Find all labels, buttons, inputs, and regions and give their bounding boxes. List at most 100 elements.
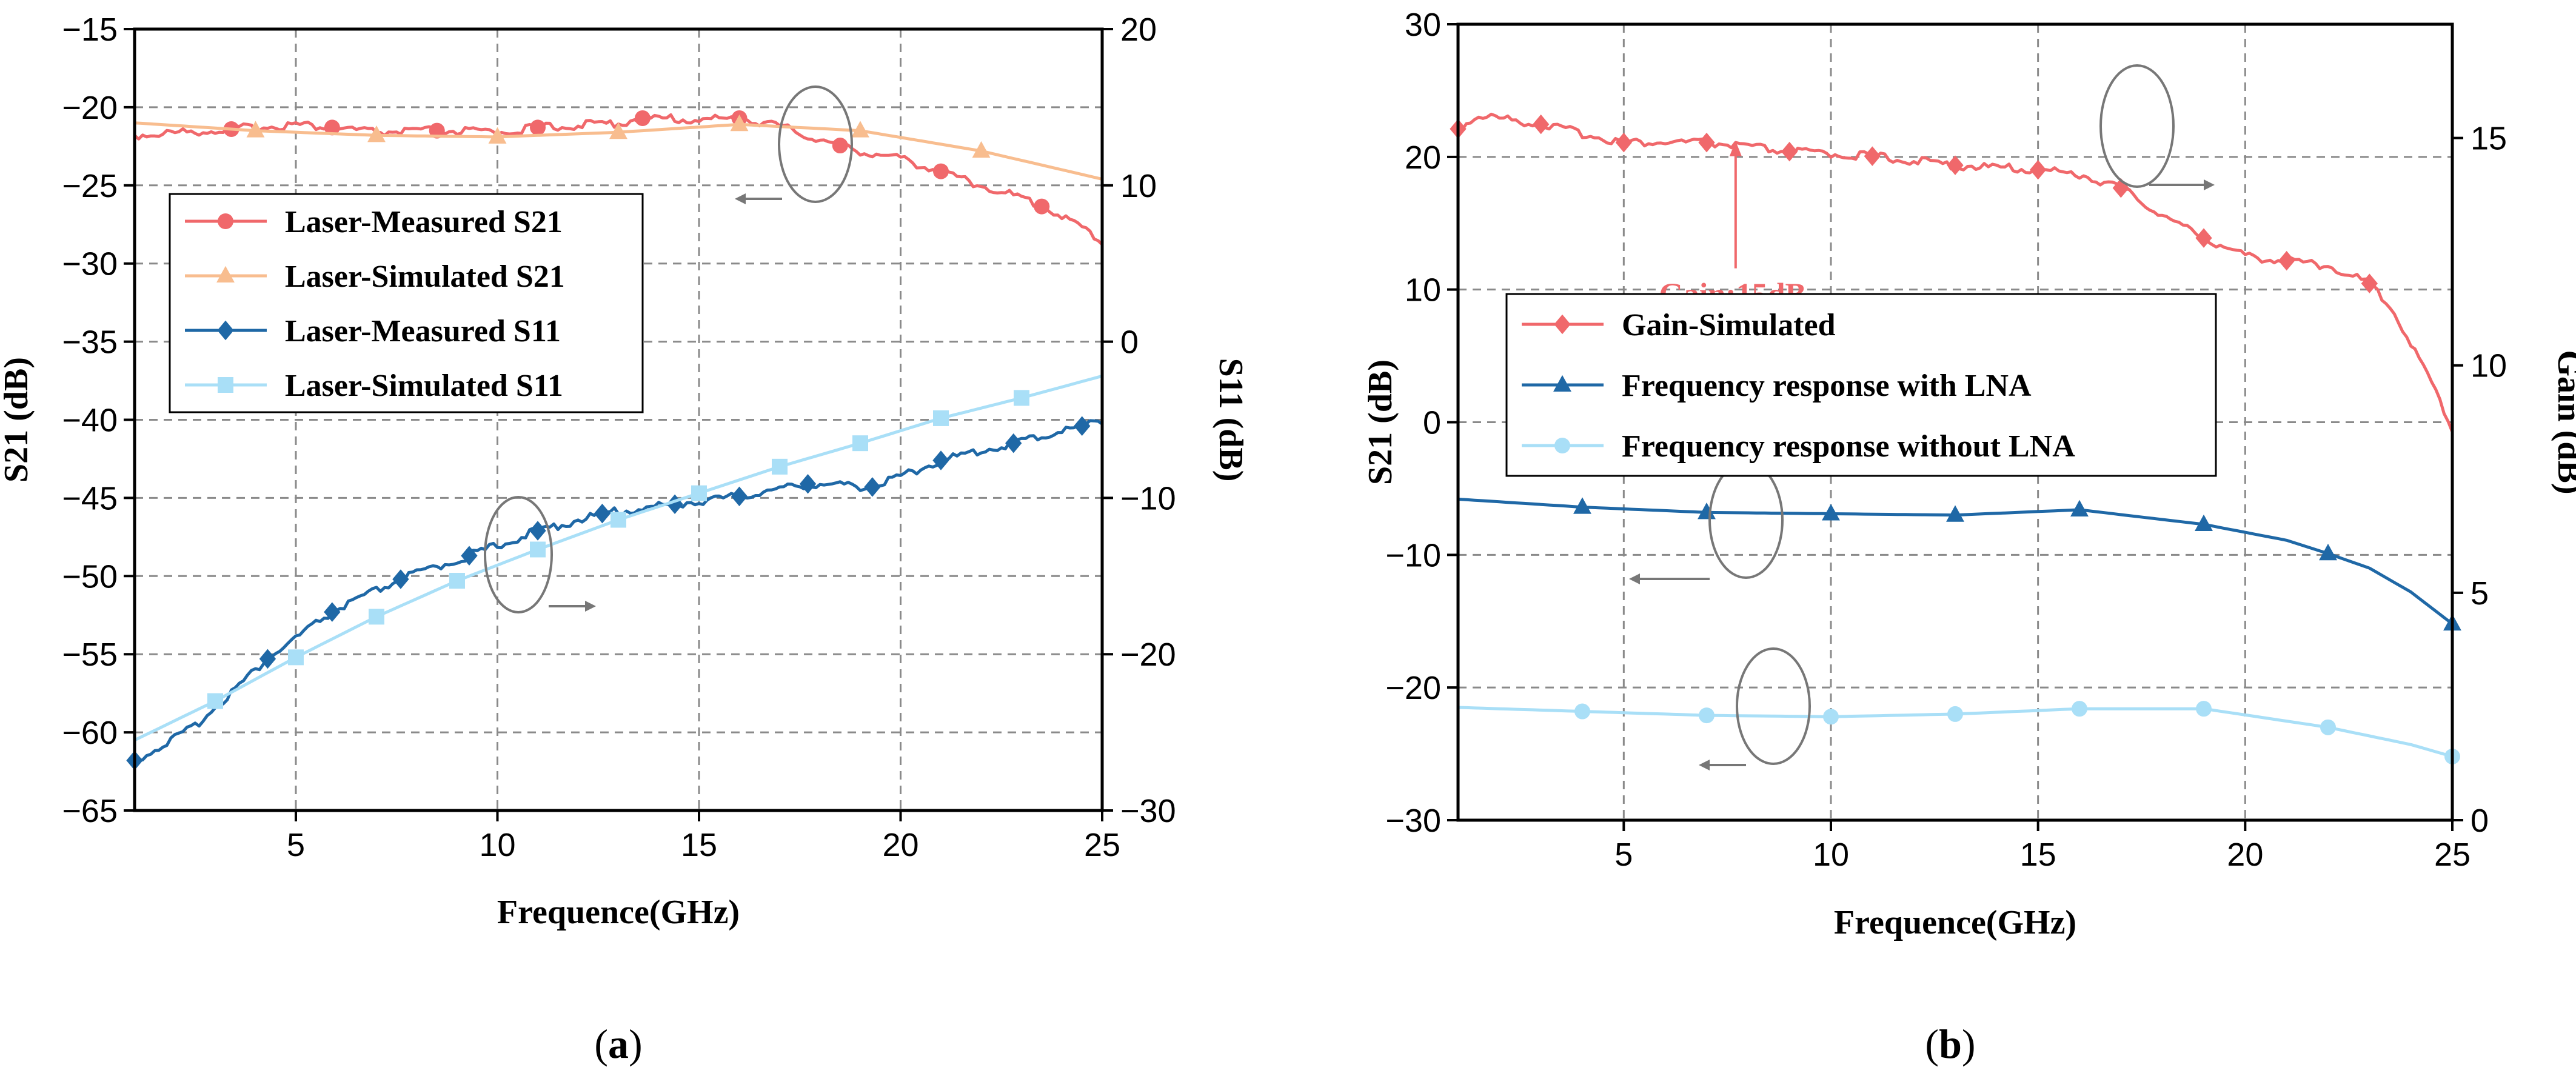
y-tick-label-left: 10 [1405, 272, 1441, 309]
series-marker [852, 435, 868, 452]
y-axis-label-left-a: S21 (dB) [0, 357, 35, 483]
legend-marker [1554, 438, 1570, 453]
series-marker [972, 141, 991, 158]
legend-marker [216, 266, 235, 283]
axis-indicator-ellipse [778, 85, 853, 203]
ticks-b: 5 10 15 20 25 30 20 10 0 −10 −20 −30 15 10 5 0 [1385, 7, 2507, 873]
legend-entry: Laser-Simulated S11 [285, 369, 563, 403]
series-marker [851, 121, 869, 138]
x-tick-label: 25 [2434, 837, 2471, 873]
series-marker [1074, 416, 1091, 436]
series-line [134, 419, 1103, 762]
series-marker [1034, 198, 1050, 215]
legend-entry: Laser-Measured S21 [285, 205, 563, 239]
axis-indicator-ellipse [2099, 64, 2175, 188]
series-marker [1005, 433, 1022, 453]
y-tick-label-left: −20 [62, 90, 118, 126]
y-tick-label-right: −20 [1120, 637, 1176, 673]
legend-entry: Laser-Simulated S21 [285, 259, 565, 294]
annotation-arrow-head [1729, 141, 1742, 156]
series-marker [2070, 500, 2089, 516]
x-tick-label: 5 [287, 827, 305, 863]
series-marker [324, 602, 341, 622]
chart-panel-a: 5 10 15 20 25 −15 −20 −25 −30 −35 −40 −45 −50 −55 −60 −… [0, 12, 1250, 1067]
series-marker [1781, 141, 1798, 162]
y-tick-label-left: −15 [62, 12, 118, 48]
caption-letter-b: b [1939, 1021, 1962, 1067]
axis-indicator-ellipse [484, 496, 553, 613]
series-marker [609, 122, 627, 139]
arrow-head [1629, 573, 1640, 584]
caption-b: (b) [1925, 1021, 1975, 1067]
series-marker [288, 649, 304, 666]
legend-box [169, 193, 644, 413]
x-tick-label: 20 [882, 827, 918, 863]
series-marker [864, 477, 881, 497]
series-marker [529, 521, 546, 541]
x-tick-label: 10 [1813, 837, 1849, 873]
series-marker [799, 473, 817, 494]
y-tick-label-left: −40 [62, 403, 118, 439]
y-tick-label-right: 10 [1120, 168, 1157, 204]
series-marker [1574, 703, 1590, 720]
series-marker [1946, 505, 1964, 522]
legend-marker [218, 213, 233, 229]
legend-entry: Frequency response without LNA [1622, 429, 2075, 464]
series-marker [932, 450, 949, 470]
x-tick-label: 5 [1614, 837, 1633, 873]
series-marker [1533, 114, 1550, 135]
series-marker [730, 115, 749, 132]
y-tick-label-left: −65 [62, 793, 118, 829]
series-marker [530, 119, 546, 136]
series-marker [1823, 709, 1839, 725]
arrow-head [2204, 179, 2215, 190]
series-marker [392, 569, 409, 589]
series-marker [488, 127, 507, 144]
y-tick-label-left: −10 [1385, 537, 1441, 573]
legend-b: Gain-Simulated Frequency response with LN… [1505, 293, 2217, 477]
y-tick-label-left: −55 [62, 637, 118, 673]
legend-marker [218, 377, 233, 393]
ticks-a: 5 10 15 20 25 −15 −20 −25 −30 −35 −40 −45 −50 −55 −60 −… [62, 12, 1176, 863]
series-marker [2361, 273, 2378, 293]
series-marker [1822, 504, 1840, 521]
series-marker [2112, 178, 2129, 198]
series-marker [2319, 543, 2337, 561]
series-marker [933, 163, 949, 179]
y-tick-label-left: −30 [1385, 803, 1441, 839]
series-marker [611, 512, 626, 528]
series-marker [2195, 228, 2212, 248]
series-marker [832, 138, 848, 154]
series-layer-b [1450, 112, 2461, 764]
series-marker [461, 546, 478, 566]
y-tick-label-left: 0 [1423, 405, 1441, 441]
series-marker [207, 693, 223, 709]
y-tick-label-left: 20 [1405, 139, 1441, 176]
series-marker [530, 541, 546, 558]
y-tick-label-right: 5 [2471, 575, 2489, 612]
series-marker [449, 573, 465, 589]
arrow-head [585, 601, 596, 612]
caption-letter-a: a [608, 1021, 629, 1067]
x-tick-label: 10 [479, 827, 515, 863]
series-marker [2030, 159, 2047, 180]
y-tick-label-left: −20 [1385, 670, 1441, 706]
y-tick-label-right: 15 [2471, 121, 2507, 157]
series-marker [2072, 701, 2087, 717]
y-tick-label-right: 10 [2471, 348, 2507, 384]
series-marker [1698, 132, 1715, 153]
axis-indicator-ellipse [1708, 461, 1784, 579]
y-tick-label-left: −30 [62, 246, 118, 282]
series-marker [2278, 250, 2295, 271]
series-marker [691, 485, 707, 501]
series-marker [259, 649, 276, 669]
series-line [133, 374, 1103, 742]
series-marker [1698, 503, 1716, 520]
series-marker [933, 410, 949, 426]
y-tick-label-right: 20 [1120, 12, 1157, 48]
y-axis-label-left-b: S21 (dB) [1362, 359, 1399, 485]
series-marker [634, 110, 651, 126]
series-marker [1699, 707, 1715, 724]
y-tick-label-right: −10 [1120, 480, 1176, 516]
